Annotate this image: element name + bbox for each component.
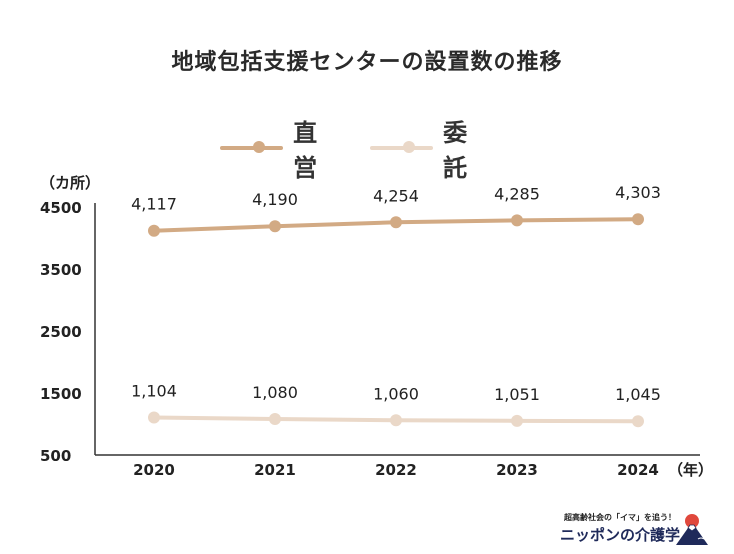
data-label: 4,303: [615, 183, 661, 202]
data-point: [390, 414, 402, 427]
data-point: [269, 413, 281, 426]
x-tick-label: 2023: [496, 461, 538, 479]
data-label: 1,051: [494, 385, 540, 404]
data-label: 4,190: [252, 190, 298, 209]
data-point: [148, 224, 160, 237]
data-label: 1,045: [615, 385, 661, 404]
brand-mark: 超高齢社会の「イマ」を追う！ ニッポンの介護学: [560, 512, 720, 548]
x-tick-label: 2020: [133, 461, 175, 479]
legend-swatch-series-1: [220, 141, 284, 153]
y-tick-label: 4500: [40, 199, 82, 217]
brand-tagline: 超高齢社会の「イマ」を追う！: [564, 513, 676, 522]
data-label: 4,117: [131, 195, 177, 214]
data-point: [632, 415, 644, 428]
data-label: 4,254: [373, 186, 419, 205]
y-tick-label: 500: [40, 447, 71, 465]
data-label: 1,060: [373, 384, 419, 403]
legend-label-series-1: 直営: [293, 119, 318, 182]
data-point: [511, 214, 523, 227]
data-label: 1,104: [131, 382, 177, 401]
legend-item-series-2: 委託: [370, 119, 482, 182]
y-axis-unit-label: （カ所）: [40, 174, 100, 192]
data-point: [632, 213, 644, 226]
y-tick-label: 3500: [40, 261, 82, 279]
x-tick-label: 2022: [375, 461, 417, 479]
mount-fuji-sunrise-icon: [676, 514, 708, 545]
legend-swatch-series-2: [370, 141, 434, 153]
chart-title: 地域包括支援センターの設置数の推移: [171, 50, 563, 75]
data-label: 4,285: [494, 184, 540, 203]
x-tick-label: 2024: [617, 461, 659, 479]
data-label: 1,080: [252, 383, 298, 402]
y-tick-label: 2500: [40, 323, 82, 341]
y-tick-label: 1500: [40, 385, 82, 403]
legend-item-series-1: 直営: [220, 119, 332, 182]
x-axis-unit-label: （年）: [668, 461, 713, 479]
data-point: [269, 220, 281, 233]
x-tick-label: 2021: [254, 461, 296, 479]
legend-label-series-2: 委託: [443, 119, 468, 182]
data-point: [390, 216, 402, 229]
data-point: [148, 411, 160, 424]
data-point: [511, 414, 523, 427]
brand-name: ニッポンの介護学: [560, 526, 681, 544]
